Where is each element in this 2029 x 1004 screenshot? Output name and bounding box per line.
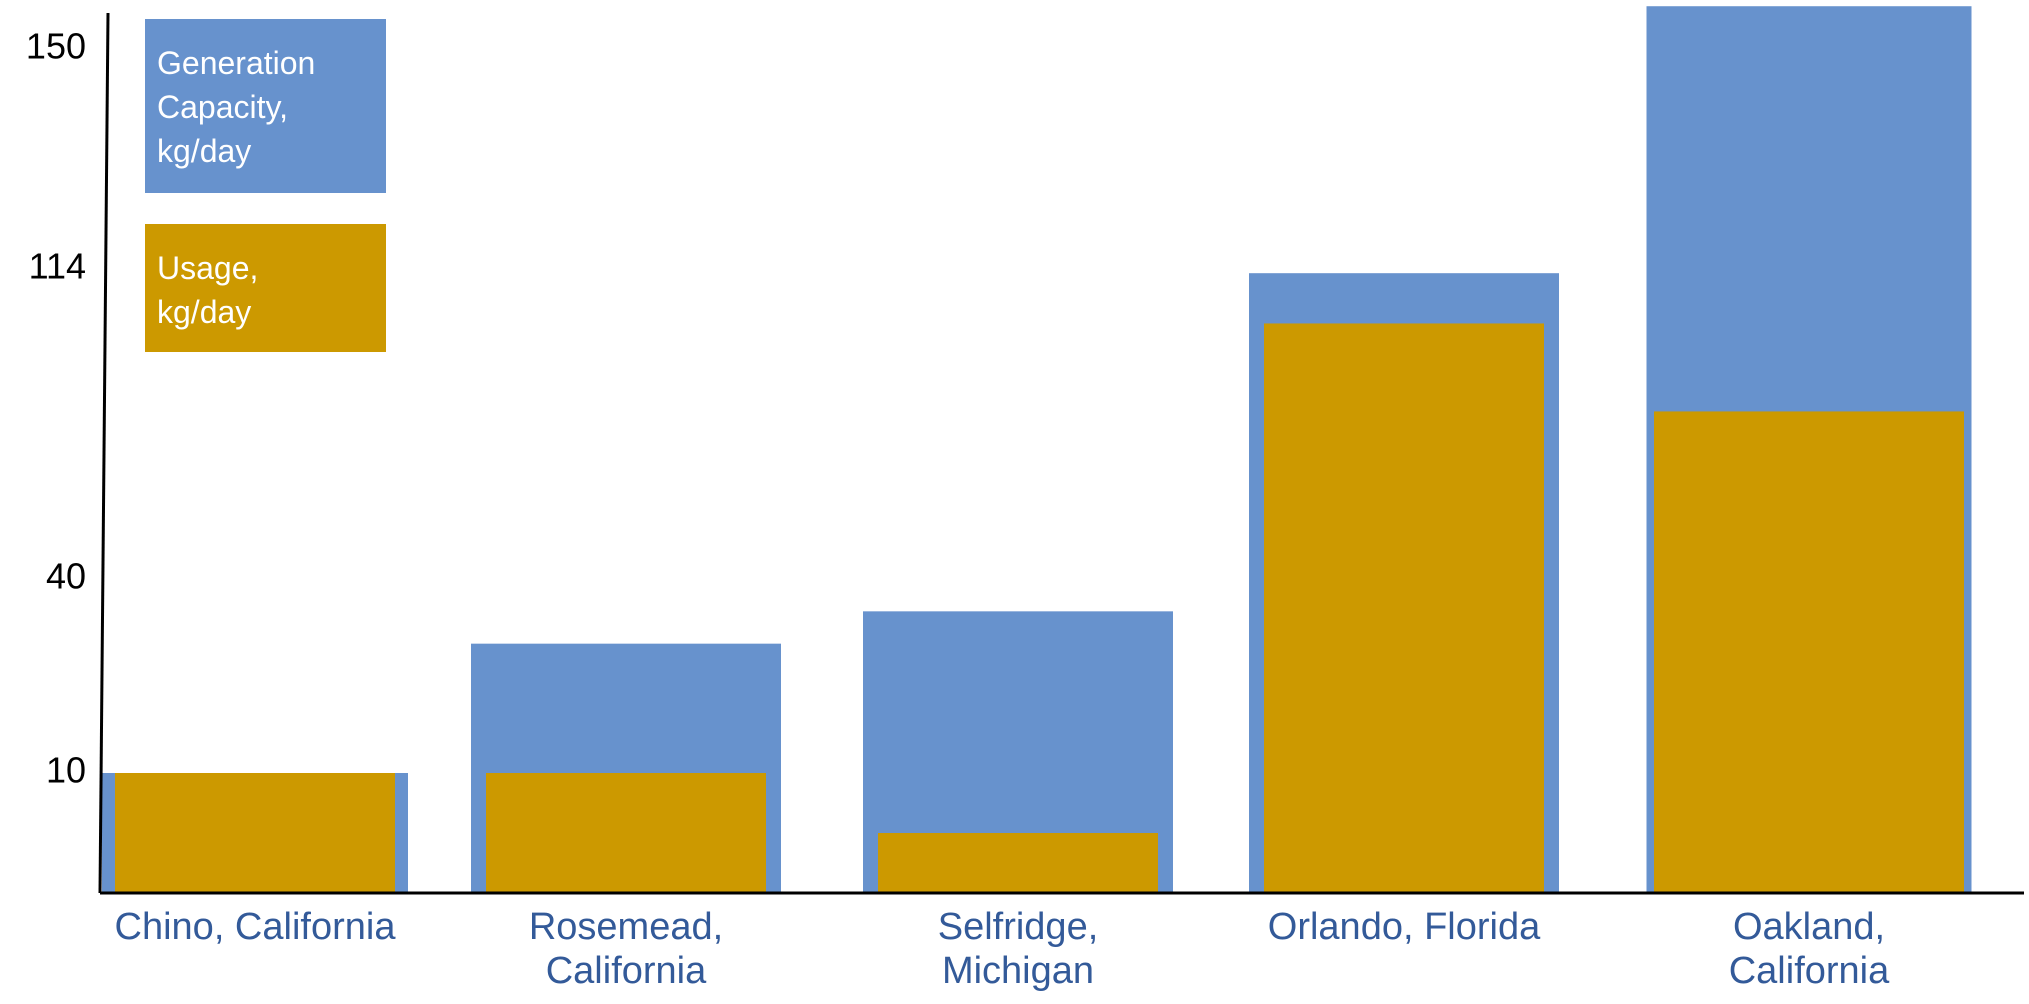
y-tick-label: 10	[46, 750, 86, 791]
y-axis	[98, 12, 110, 894]
x-tick-label: Orlando, Florida	[1267, 906, 1541, 948]
legend-entry: Generation Capacity, kg/day	[145, 19, 386, 193]
legend-entry: Usage, kg/day	[145, 224, 386, 352]
x-tick-label: Chino, California	[114, 906, 396, 948]
y-tick-label: 150	[26, 26, 86, 67]
usage-bar	[1264, 323, 1544, 893]
x-tick-label: Selfridge, Michigan	[937, 906, 1099, 992]
usage-bar	[878, 833, 1158, 893]
usage-bar	[486, 773, 766, 893]
x-tick-label: Oakland, California	[1728, 906, 1890, 992]
y-tick-label: 40	[46, 556, 86, 597]
y-tick-label: 114	[29, 246, 86, 287]
usage-bar	[115, 773, 395, 893]
usage-bar	[1654, 411, 1964, 893]
x-tick-label: Rosemead, California	[528, 906, 724, 992]
